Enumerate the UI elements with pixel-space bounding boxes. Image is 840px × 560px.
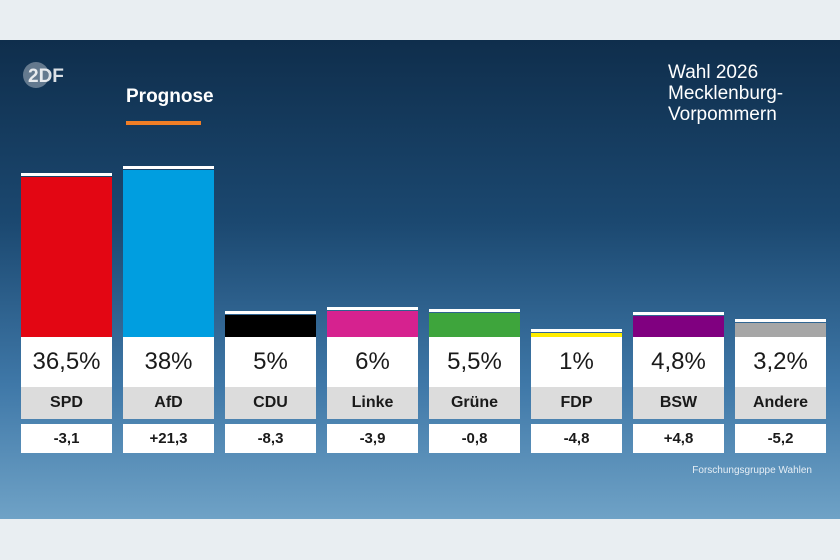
diff-label-gr-ne: -0,8 xyxy=(429,424,520,453)
bar-bsw xyxy=(633,315,724,337)
value-label-afd: 38% xyxy=(123,337,214,387)
tab-prognose: Prognose xyxy=(126,86,214,107)
diff-label-fdp: -4,8 xyxy=(531,424,622,453)
diff-label-cdu: -8,3 xyxy=(225,424,316,453)
logo-text: 2DF xyxy=(28,66,64,87)
bar-cap-afd xyxy=(123,166,214,169)
party-label-andere: Andere xyxy=(735,387,826,419)
bar-linke xyxy=(327,310,418,337)
bar-cap-fdp xyxy=(531,328,622,332)
party-label-afd: AfD xyxy=(123,387,214,419)
diff-label-bsw: +4,8 xyxy=(633,424,724,453)
party-label-bsw: BSW xyxy=(633,387,724,419)
bar-cap-cdu xyxy=(225,311,316,315)
title-line-1: Wahl 2026 xyxy=(668,62,759,83)
bar-cap-bsw xyxy=(633,311,724,315)
bar-fdp xyxy=(531,332,622,337)
bar-andere xyxy=(735,322,826,337)
party-label-cdu: CDU xyxy=(225,387,316,419)
party-label-fdp: FDP xyxy=(531,387,622,419)
value-label-andere: 3,2% xyxy=(735,337,826,387)
diff-label-andere: -5,2 xyxy=(735,424,826,453)
value-label-spd: 36,5% xyxy=(21,337,112,387)
bar-cap-spd xyxy=(21,172,112,176)
source-label: Forschungsgruppe Wahlen xyxy=(692,465,812,476)
bar-afd xyxy=(123,170,214,337)
bar-cdu xyxy=(225,315,316,337)
title-line-2: Mecklenburg- xyxy=(668,83,784,104)
value-label-fdp: 1% xyxy=(531,337,622,387)
diff-label-spd: -3,1 xyxy=(21,424,112,453)
party-label-linke: Linke xyxy=(327,387,418,419)
value-label-bsw: 4,8% xyxy=(633,337,724,387)
bar-cap-andere xyxy=(735,318,826,322)
bar-cap-gr-ne xyxy=(429,308,520,312)
value-label-gr-ne: 5,5% xyxy=(429,337,520,387)
election-graphic: 2DF Prognose Wahl 2026 Mecklenburg- Vorp… xyxy=(0,40,840,519)
diff-label-linke: -3,9 xyxy=(327,424,418,453)
diff-label-afd: +21,3 xyxy=(123,424,214,453)
value-label-cdu: 5% xyxy=(225,337,316,387)
party-label-gr-ne: Grüne xyxy=(429,387,520,419)
bar-spd xyxy=(21,176,112,337)
bar-gr-ne xyxy=(429,312,520,337)
tab-underline xyxy=(126,121,201,125)
bar-cap-linke xyxy=(327,306,418,310)
title-line-3: Vorpommern xyxy=(668,104,777,125)
party-label-spd: SPD xyxy=(21,387,112,419)
election-title: Wahl 2026 Mecklenburg- Vorpommern xyxy=(668,62,783,125)
value-label-linke: 6% xyxy=(327,337,418,387)
zdf-logo: 2DF xyxy=(23,62,64,88)
